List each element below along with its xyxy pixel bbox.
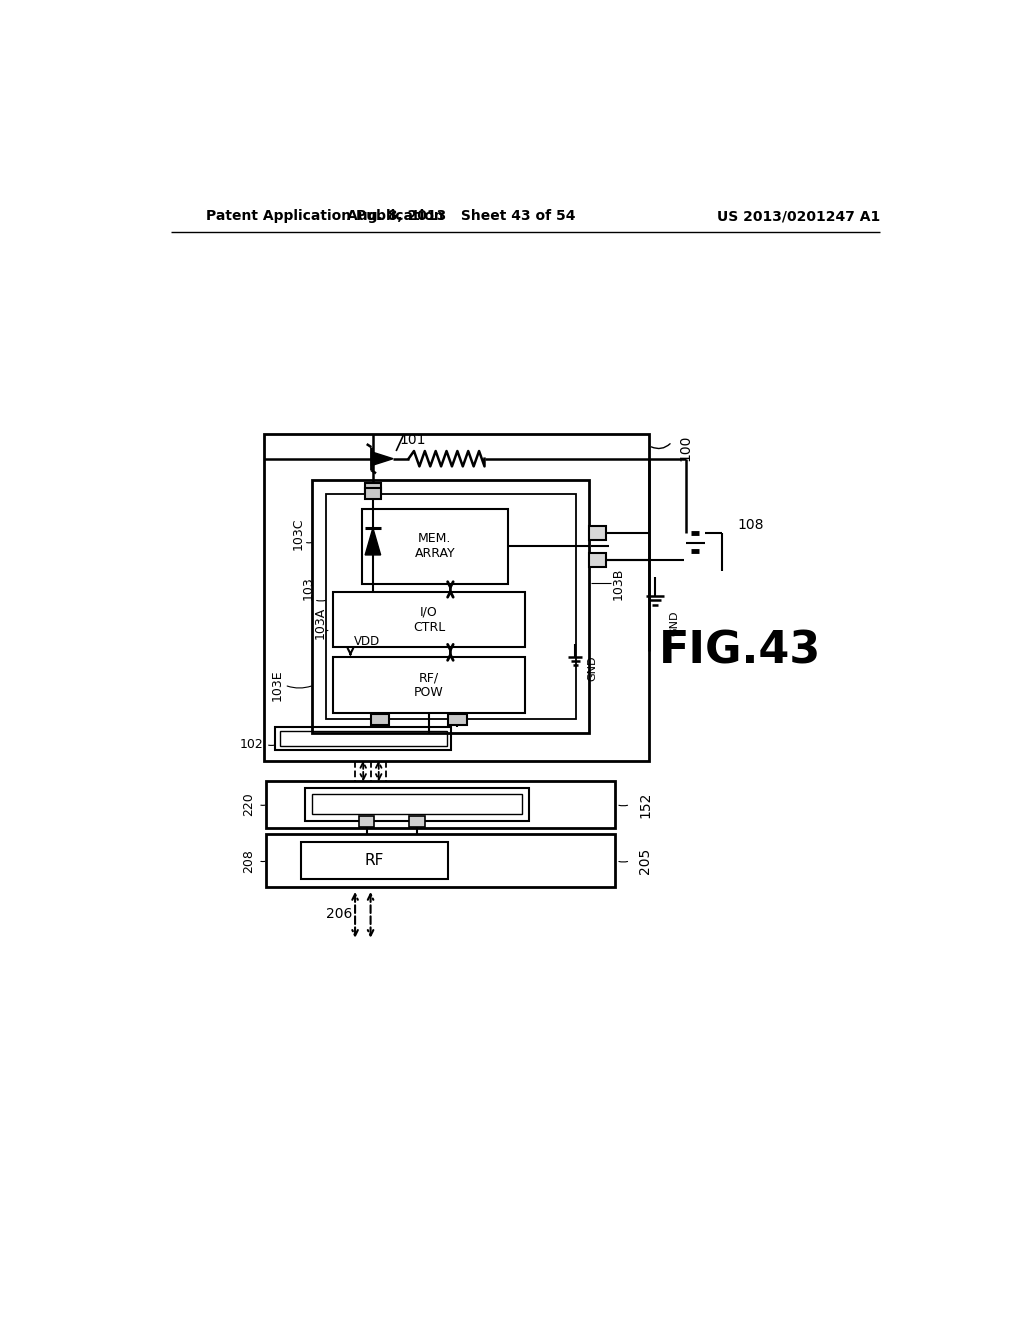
Text: 102: 102 bbox=[240, 738, 263, 751]
Text: MEM.
ARRAY: MEM. ARRAY bbox=[415, 532, 456, 561]
Text: 103C: 103C bbox=[292, 517, 305, 550]
Bar bbox=[327, 494, 575, 719]
Bar bbox=[275, 726, 452, 750]
Text: 108: 108 bbox=[738, 517, 765, 532]
Bar bbox=[589, 525, 606, 540]
Bar bbox=[362, 508, 508, 585]
Bar bbox=[334, 591, 524, 647]
Polygon shape bbox=[366, 528, 381, 554]
Text: 100: 100 bbox=[678, 434, 692, 461]
Text: 103E: 103E bbox=[271, 669, 284, 701]
Text: US 2013/0201247 A1: US 2013/0201247 A1 bbox=[717, 209, 881, 223]
Bar bbox=[312, 480, 589, 733]
Text: Patent Application Publication: Patent Application Publication bbox=[206, 209, 443, 223]
Bar bbox=[312, 795, 521, 814]
Bar bbox=[266, 834, 614, 887]
Bar bbox=[334, 657, 524, 713]
Bar bbox=[371, 714, 389, 725]
Text: 206: 206 bbox=[327, 907, 352, 921]
Text: 103A: 103A bbox=[313, 607, 327, 639]
Text: GND: GND bbox=[669, 610, 679, 636]
Bar bbox=[366, 488, 381, 499]
Text: 205: 205 bbox=[638, 847, 652, 874]
Text: VDD: VDD bbox=[354, 635, 381, 648]
Text: I/O
CTRL: I/O CTRL bbox=[413, 606, 445, 634]
Bar bbox=[263, 434, 649, 762]
Polygon shape bbox=[372, 451, 393, 466]
Text: 101: 101 bbox=[399, 433, 426, 447]
Text: RF/
POW: RF/ POW bbox=[415, 671, 444, 700]
Bar bbox=[280, 730, 446, 746]
Text: FIG.43: FIG.43 bbox=[659, 630, 821, 673]
Text: Aug. 8, 2013   Sheet 43 of 54: Aug. 8, 2013 Sheet 43 of 54 bbox=[347, 209, 575, 223]
Bar bbox=[359, 816, 375, 826]
Text: 103B: 103B bbox=[612, 568, 625, 599]
Bar bbox=[301, 842, 449, 879]
Text: 220: 220 bbox=[243, 792, 255, 816]
Text: 103: 103 bbox=[302, 577, 315, 599]
Bar bbox=[366, 483, 381, 494]
Text: 152: 152 bbox=[638, 791, 652, 817]
Bar bbox=[589, 553, 606, 568]
Text: GND: GND bbox=[588, 655, 598, 681]
Text: 208: 208 bbox=[243, 849, 255, 873]
Text: RF: RF bbox=[365, 853, 384, 869]
Bar bbox=[410, 816, 425, 826]
Bar bbox=[266, 780, 614, 829]
Bar bbox=[449, 714, 467, 725]
Bar bbox=[305, 788, 529, 821]
